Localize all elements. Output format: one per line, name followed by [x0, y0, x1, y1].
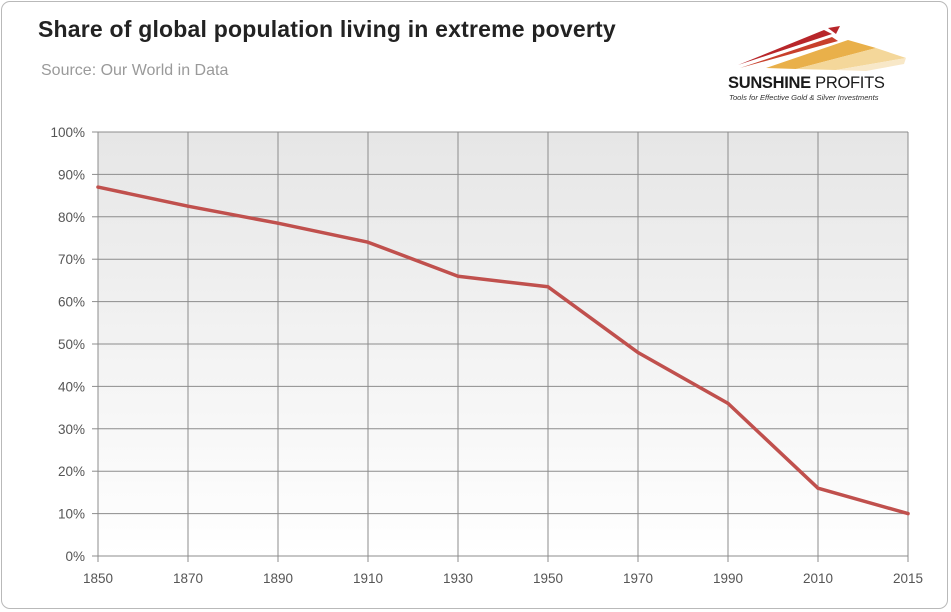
chart-title: Share of global population living in ext…	[38, 16, 616, 42]
data-point	[546, 285, 550, 289]
data-point	[276, 221, 280, 225]
y-tick-label: 10%	[58, 507, 85, 522]
sun-rays-icon	[738, 26, 906, 71]
y-tick-label: 70%	[58, 252, 85, 267]
x-tick-label: 2015	[893, 571, 923, 586]
y-tick-label: 50%	[58, 337, 85, 352]
chart-source: Source: Our World in Data	[41, 62, 229, 79]
data-point	[636, 350, 640, 355]
x-tick-label: 1990	[713, 571, 743, 586]
tick-labels: 0% 10% 20% 30% 40% 50% 60% 70% 80% 90% 100% 1850 187…	[50, 125, 923, 586]
x-tick-label: 1970	[623, 571, 653, 586]
data-point	[816, 486, 820, 490]
x-tick-label: 1910	[353, 571, 383, 586]
y-tick-label: 100%	[50, 125, 85, 140]
x-tick-label: 1870	[173, 571, 203, 586]
x-tick-label: 1930	[443, 571, 473, 586]
sunshine-profits-logo: SUNSHINE PROFITS Tools for Effective Gol…	[728, 22, 913, 106]
x-tick-label: 1890	[263, 571, 293, 586]
y-tick-label: 0%	[65, 549, 85, 564]
brand-name-part1: SUNSHINE	[728, 74, 811, 92]
y-tick-label: 30%	[58, 422, 85, 437]
brand-tagline: Tools for Effective Gold & Silver Invest…	[729, 93, 879, 102]
data-point	[456, 274, 460, 278]
x-tick-label: 1850	[83, 571, 113, 586]
data-point	[96, 185, 100, 189]
brand-name: SUNSHINE PROFITS	[728, 74, 885, 93]
series-line	[96, 185, 910, 516]
y-tick-label: 80%	[58, 210, 85, 225]
y-tick-label: 20%	[58, 464, 85, 479]
data-point	[906, 511, 910, 516]
series-layer	[96, 185, 910, 516]
x-tick-label: 2010	[803, 571, 833, 586]
x-tick-label: 1950	[533, 571, 563, 586]
data-point	[366, 240, 370, 244]
axes	[92, 131, 909, 562]
brand-name-part2: PROFITS	[815, 74, 885, 92]
y-tick-label: 60%	[58, 295, 85, 310]
y-tick-label: 40%	[58, 379, 85, 394]
gridlines	[98, 131, 909, 556]
data-point	[726, 401, 730, 405]
data-point	[186, 204, 190, 208]
y-tick-label: 90%	[58, 167, 85, 182]
